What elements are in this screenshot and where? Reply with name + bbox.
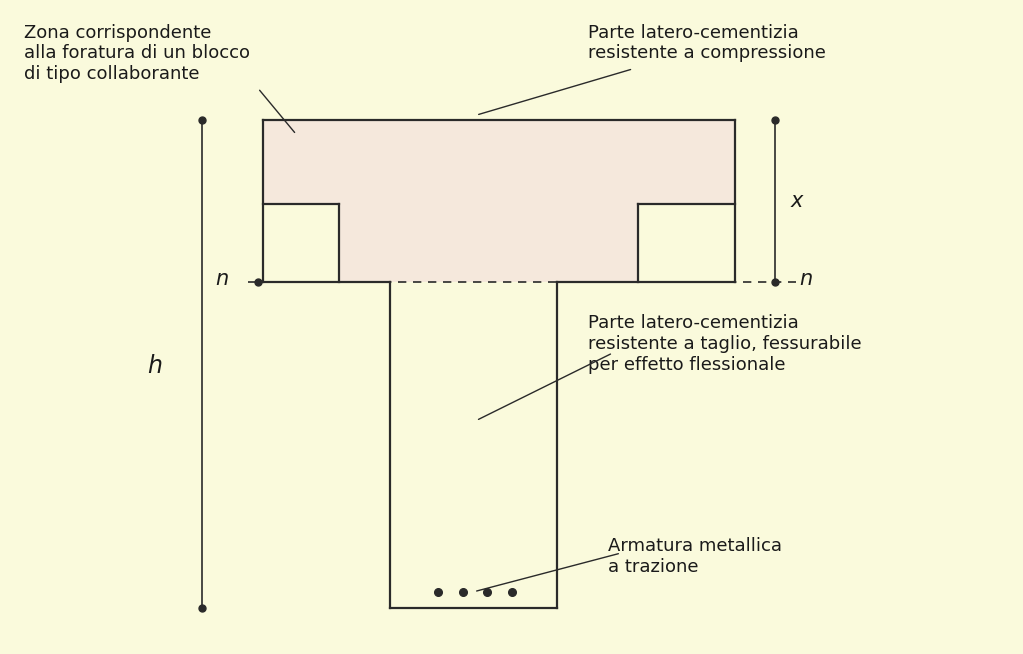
Bar [263,204,339,282]
Text: n: n [799,269,812,288]
Bar [263,120,735,282]
Text: n: n [216,269,229,288]
Text: h: h [147,354,162,378]
Text: x: x [791,191,803,211]
Text: Parte latero-cementizia
resistente a taglio, fessurabile
per effetto flessionale: Parte latero-cementizia resistente a tag… [587,314,861,373]
Text: Zona corrispondente
alla foratura di un blocco
di tipo collaborante: Zona corrispondente alla foratura di un … [25,24,251,83]
Text: Parte latero-cementizia
resistente a compressione: Parte latero-cementizia resistente a com… [587,24,826,62]
Text: Armatura metallica
a trazione: Armatura metallica a trazione [608,537,782,576]
Bar [638,204,735,282]
